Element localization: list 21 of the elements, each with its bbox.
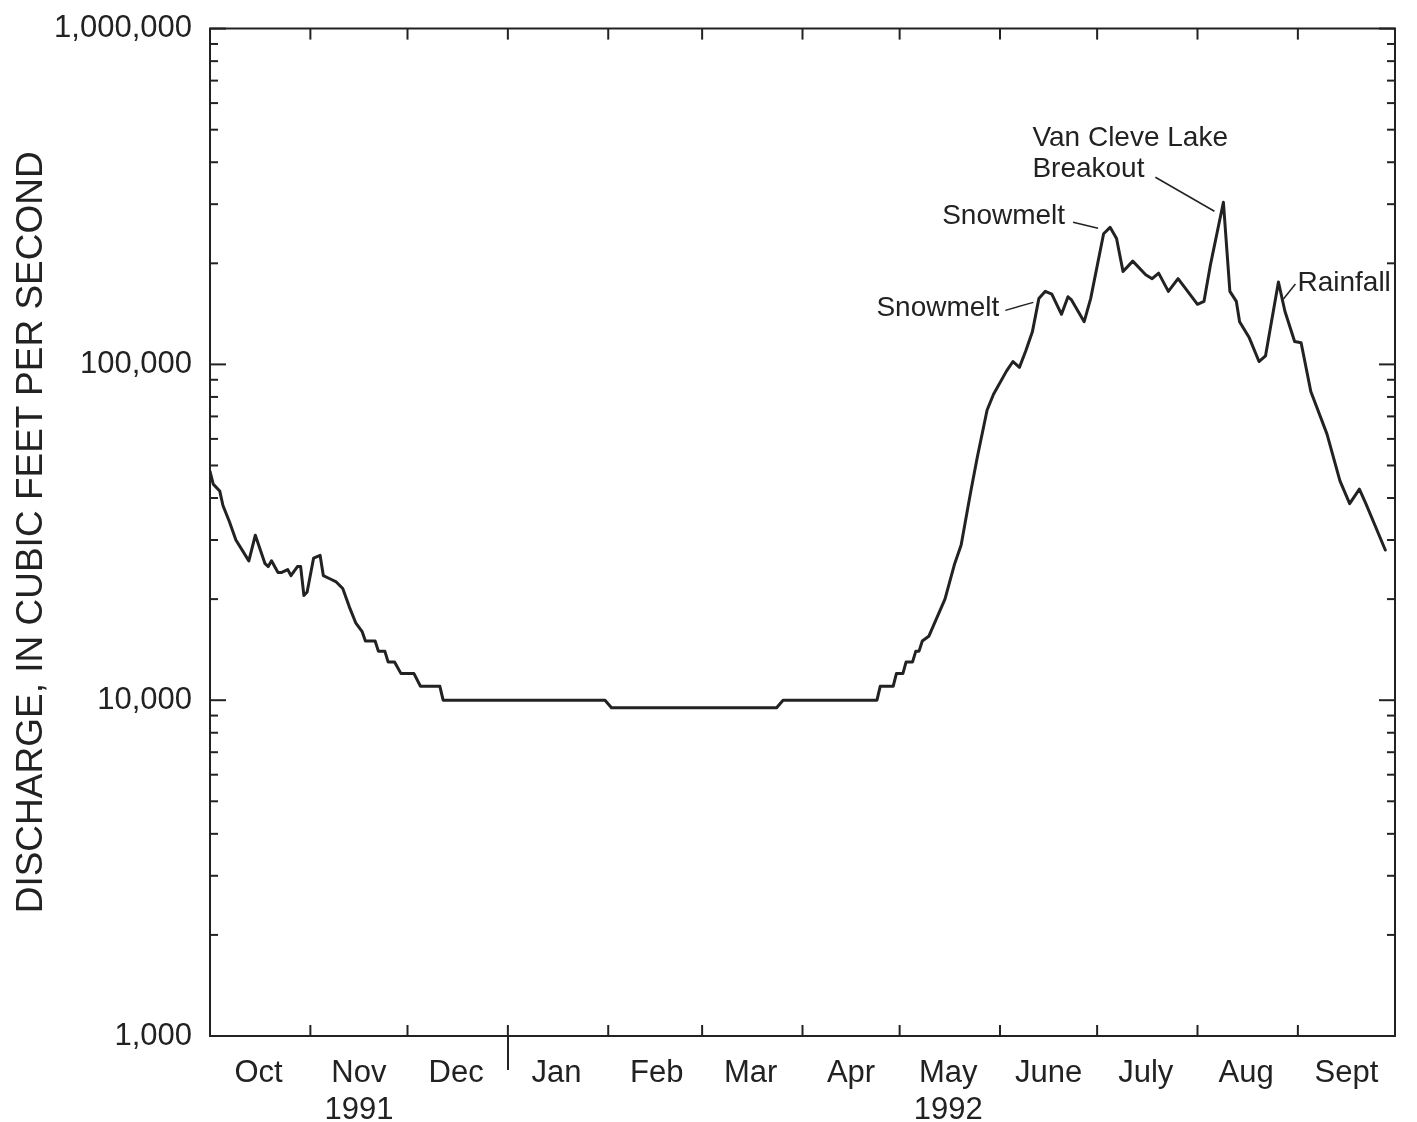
x-tick-label: May 1992 bbox=[913, 1054, 983, 1122]
y-tick-label: 100,000 bbox=[79, 344, 192, 380]
x-tick-label: Apr bbox=[826, 1054, 876, 1090]
y-tick-label: 1,000 bbox=[114, 1016, 192, 1052]
y-tick-label: 1,000,000 bbox=[54, 9, 192, 45]
annotation: Rainfall bbox=[1297, 265, 1391, 297]
y-axis-title: DISCHARGE, IN CUBIC FEET PER SECOND bbox=[9, 151, 51, 914]
x-tick-label: Oct bbox=[234, 1054, 284, 1090]
x-tick-label: Aug bbox=[1218, 1054, 1274, 1090]
x-tick-label: Mar bbox=[724, 1054, 778, 1090]
annotation: Van Cleve Lake Breakout bbox=[1032, 120, 1229, 183]
annotation: Snowmelt bbox=[876, 291, 1000, 323]
x-tick-label: Jan bbox=[531, 1054, 582, 1090]
x-tick-label: Dec bbox=[428, 1054, 484, 1090]
y-tick-label: 10,000 bbox=[97, 680, 192, 716]
x-tick-label: Feb bbox=[630, 1054, 684, 1090]
x-tick-label: June bbox=[1014, 1054, 1083, 1090]
x-tick-label: Nov 1991 bbox=[324, 1054, 394, 1122]
annotation: Snowmelt bbox=[942, 199, 1066, 231]
x-tick-label: Sept bbox=[1314, 1054, 1379, 1090]
x-tick-label: July bbox=[1118, 1054, 1174, 1090]
